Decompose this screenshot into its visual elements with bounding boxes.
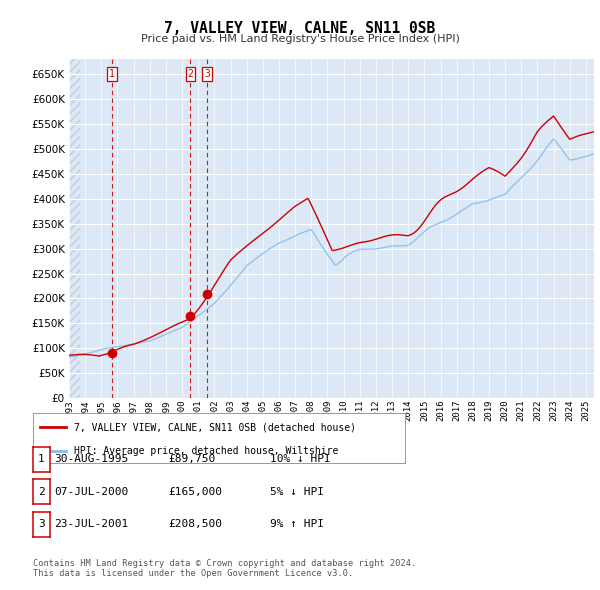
Text: 23-JUL-2001: 23-JUL-2001 [54, 519, 128, 529]
Text: 1: 1 [38, 454, 45, 464]
Text: 7, VALLEY VIEW, CALNE, SN11 0SB: 7, VALLEY VIEW, CALNE, SN11 0SB [164, 21, 436, 35]
Text: 07-JUL-2000: 07-JUL-2000 [54, 487, 128, 497]
Text: £165,000: £165,000 [168, 487, 222, 497]
Text: Contains HM Land Registry data © Crown copyright and database right 2024.: Contains HM Land Registry data © Crown c… [33, 559, 416, 568]
Text: This data is licensed under the Open Government Licence v3.0.: This data is licensed under the Open Gov… [33, 569, 353, 578]
Text: 10% ↓ HPI: 10% ↓ HPI [270, 454, 331, 464]
Text: 1: 1 [109, 69, 115, 79]
Text: 5% ↓ HPI: 5% ↓ HPI [270, 487, 324, 497]
Text: 2: 2 [38, 487, 45, 497]
Text: 3: 3 [38, 519, 45, 529]
Text: HPI: Average price, detached house, Wiltshire: HPI: Average price, detached house, Wilt… [74, 445, 338, 455]
Text: £89,750: £89,750 [168, 454, 215, 464]
Text: 9% ↑ HPI: 9% ↑ HPI [270, 519, 324, 529]
Text: 2: 2 [188, 69, 193, 79]
Text: Price paid vs. HM Land Registry's House Price Index (HPI): Price paid vs. HM Land Registry's House … [140, 34, 460, 44]
Text: 30-AUG-1995: 30-AUG-1995 [54, 454, 128, 464]
Text: 3: 3 [205, 69, 210, 79]
Bar [69, 59, 80, 398]
Text: £208,500: £208,500 [168, 519, 222, 529]
Text: 7, VALLEY VIEW, CALNE, SN11 0SB (detached house): 7, VALLEY VIEW, CALNE, SN11 0SB (detache… [74, 422, 356, 432]
